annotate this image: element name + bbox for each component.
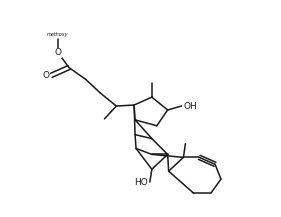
Text: O: O — [42, 71, 49, 80]
Text: O: O — [55, 48, 62, 57]
Text: HO: HO — [134, 178, 148, 187]
Text: OH: OH — [183, 102, 197, 110]
Text: methoxy: methoxy — [47, 32, 69, 37]
